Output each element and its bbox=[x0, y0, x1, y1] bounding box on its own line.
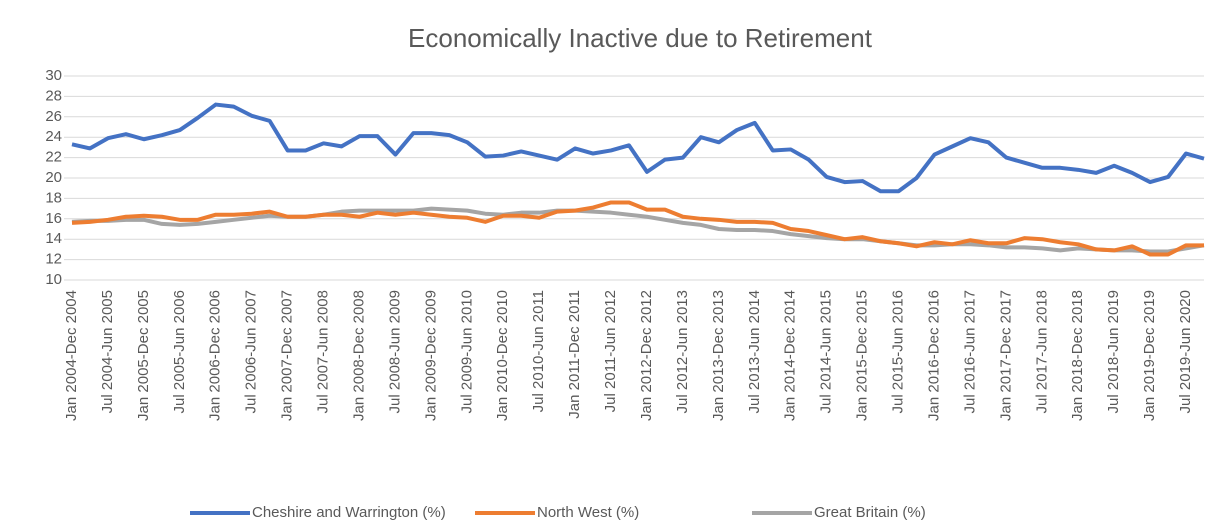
series-line bbox=[71, 200, 1204, 257]
x-tick-label: Jul 2004-Jun 2005 bbox=[99, 290, 116, 413]
series-line bbox=[71, 102, 1205, 194]
y-tick-label: 20 bbox=[45, 169, 62, 186]
x-tick-label: Jul 2006-Jun 2007 bbox=[243, 290, 260, 413]
x-tick-label: Jul 2018-Jun 2019 bbox=[1105, 290, 1122, 413]
x-tick-label: Jul 2014-Jun 2015 bbox=[818, 290, 835, 413]
x-tick-label: Jul 2016-Jun 2017 bbox=[961, 290, 978, 413]
x-tick-label: Jan 2018-Dec 2018 bbox=[1069, 290, 1086, 421]
series-line bbox=[71, 206, 1205, 254]
y-tick-label: 28 bbox=[45, 87, 62, 104]
x-tick-label: Jan 2011-Dec 2011 bbox=[566, 290, 583, 419]
y-tick-label: 18 bbox=[45, 189, 62, 206]
x-tick-label: Jul 2012-Jun 2013 bbox=[674, 290, 691, 413]
y-tick-label: 30 bbox=[45, 67, 62, 84]
x-tick-label: Jul 2011-Jun 2012 bbox=[602, 290, 619, 412]
x-tick-label: Jan 2006-Dec 2006 bbox=[207, 290, 224, 421]
x-tick-label: Jul 2015-Jun 2016 bbox=[890, 290, 907, 413]
y-tick-label: 26 bbox=[45, 108, 62, 125]
x-tick-label: Jul 2009-Jun 2010 bbox=[458, 290, 475, 413]
x-tick-label: Jul 2007-Jun 2008 bbox=[315, 290, 332, 413]
x-tick-label: Jul 2005-Jun 2006 bbox=[171, 290, 188, 413]
x-tick-label: Jan 2019-Dec 2019 bbox=[1141, 290, 1158, 421]
legend-label: North West (%) bbox=[537, 504, 639, 521]
x-tick-label: Jan 2017-Dec 2017 bbox=[997, 290, 1014, 421]
x-tick-label: Jan 2013-Dec 2013 bbox=[710, 290, 727, 421]
x-tick-label: Jul 2019-Jun 2020 bbox=[1177, 290, 1194, 413]
x-tick-label: Jan 2016-Dec 2016 bbox=[925, 290, 942, 421]
x-tick-label: Jan 2008-Dec 2008 bbox=[350, 290, 367, 421]
x-tick-label: Jul 2013-Jun 2014 bbox=[746, 290, 763, 413]
x-tick-label: Jul 2017-Jun 2018 bbox=[1033, 290, 1050, 413]
x-tick-label: Jul 2010-Jun 2011 bbox=[530, 290, 547, 412]
y-tick-label: 14 bbox=[45, 230, 62, 247]
x-tick-label: Jan 2012-Dec 2012 bbox=[638, 290, 655, 421]
x-tick-label: Jan 2005-Dec 2005 bbox=[135, 290, 152, 421]
x-tick-label: Jan 2014-Dec 2014 bbox=[782, 290, 799, 421]
y-tick-label: 22 bbox=[45, 149, 62, 166]
x-tick-label: Jan 2010-Dec 2010 bbox=[494, 290, 511, 421]
legend-label: Cheshire and Warrington (%) bbox=[252, 504, 446, 521]
y-tick-label: 16 bbox=[45, 210, 62, 227]
chart-title: Economically Inactive due to Retirement bbox=[408, 23, 873, 53]
x-tick-label: Jan 2015-Dec 2015 bbox=[854, 290, 871, 421]
x-tick-label: Jan 2007-Dec 2007 bbox=[279, 290, 296, 421]
y-tick-label: 24 bbox=[45, 128, 62, 145]
x-tick-label: Jan 2009-Dec 2009 bbox=[422, 290, 439, 421]
x-tick-label: Jan 2004-Dec 2004 bbox=[63, 290, 80, 421]
y-tick-label: 12 bbox=[45, 251, 62, 268]
x-tick-label: Jul 2008-Jun 2009 bbox=[386, 290, 403, 413]
y-tick-label: 10 bbox=[45, 271, 62, 288]
legend-label: Great Britain (%) bbox=[814, 504, 926, 521]
